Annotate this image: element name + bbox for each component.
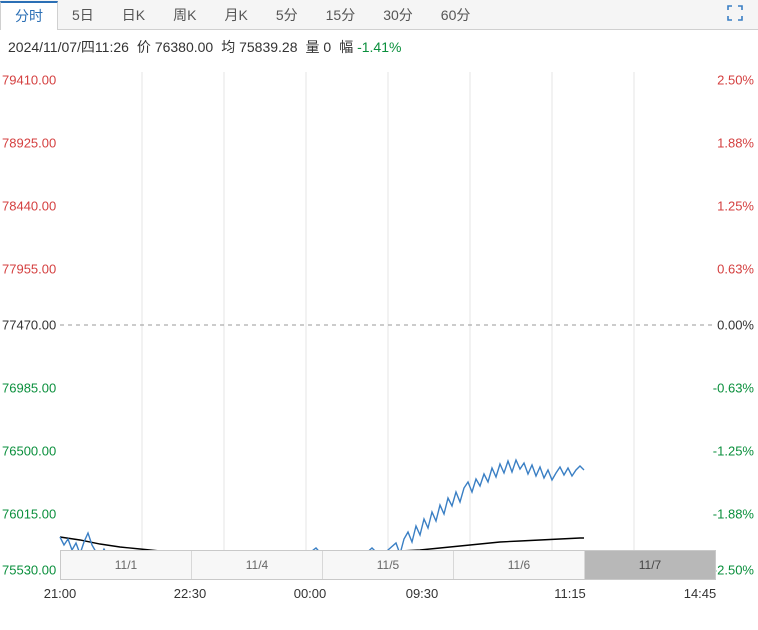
tab-5min[interactable]: 5分	[262, 0, 312, 30]
vol-group: 量 0	[306, 37, 332, 57]
tab-daily-k[interactable]: 日K	[108, 0, 159, 30]
timeline-strip[interactable]: 11/1 11/4 11/5 11/6 11/7	[60, 550, 716, 580]
y-left-label: 76500.00	[2, 444, 56, 459]
timeline-cell[interactable]: 11/4	[192, 551, 323, 579]
timeline-cell[interactable]: 11/5	[323, 551, 454, 579]
x-axis-label: 00:00	[294, 586, 327, 601]
x-axis-label: 11:15	[554, 586, 586, 601]
y-right-label: 0.00%	[717, 318, 754, 333]
y-right-label: -0.63%	[713, 381, 754, 396]
y-right-label: -1.88%	[713, 507, 754, 522]
y-right-label: 1.25%	[717, 199, 754, 214]
chg-group: 幅 -1.41%	[339, 37, 401, 57]
tab-30min[interactable]: 30分	[369, 0, 427, 30]
x-axis-label: 21:00	[44, 586, 77, 601]
y-left-label: 77470.00	[2, 318, 56, 333]
tab-60min[interactable]: 60分	[427, 0, 485, 30]
y-left-label: 75530.00	[2, 563, 56, 578]
y-right-label: 0.63%	[717, 262, 754, 277]
y-left-label: 77955.00	[2, 262, 56, 277]
y-right-label: 1.88%	[717, 136, 754, 151]
timeline-cell[interactable]: 11/6	[454, 551, 585, 579]
price-chart[interactable]	[0, 64, 758, 624]
tab-15min[interactable]: 15分	[312, 0, 370, 30]
x-axis-label: 22:30	[174, 586, 207, 601]
tab-monthly-k[interactable]: 月K	[210, 0, 261, 30]
y-right-label: 2.50%	[717, 73, 754, 88]
y-left-label: 79410.00	[2, 73, 56, 88]
chart-area: 79410.00 78925.00 78440.00 77955.00 77470.00…	[0, 64, 758, 584]
expand-icon[interactable]	[726, 4, 744, 25]
info-datetime: 2024/11/07/四11:26	[8, 37, 129, 57]
tab-5day[interactable]: 5日	[58, 0, 108, 30]
info-bar: 2024/11/07/四11:26 价 76380.00 均 75839.28 …	[0, 30, 758, 64]
y-left-label: 78440.00	[2, 199, 56, 214]
y-right-label: -2.50%	[713, 563, 754, 578]
tab-bar: 分时 5日 日K 周K 月K 5分 15分 30分 60分	[0, 0, 758, 30]
tab-weekly-k[interactable]: 周K	[159, 0, 210, 30]
x-axis-label: 09:30	[406, 586, 439, 601]
y-left-label: 78925.00	[2, 136, 56, 151]
y-left-label: 76985.00	[2, 381, 56, 396]
y-left-label: 76015.00	[2, 507, 56, 522]
timeline-cell-selected[interactable]: 11/7	[585, 551, 715, 579]
price-group: 价 76380.00	[137, 37, 213, 57]
x-axis-label: 14:45	[684, 586, 717, 601]
timeline-cell[interactable]: 11/1	[61, 551, 192, 579]
y-right-label: -1.25%	[713, 444, 754, 459]
avg-group: 均 75839.28	[221, 37, 297, 57]
tab-intraday[interactable]: 分时	[0, 1, 58, 30]
